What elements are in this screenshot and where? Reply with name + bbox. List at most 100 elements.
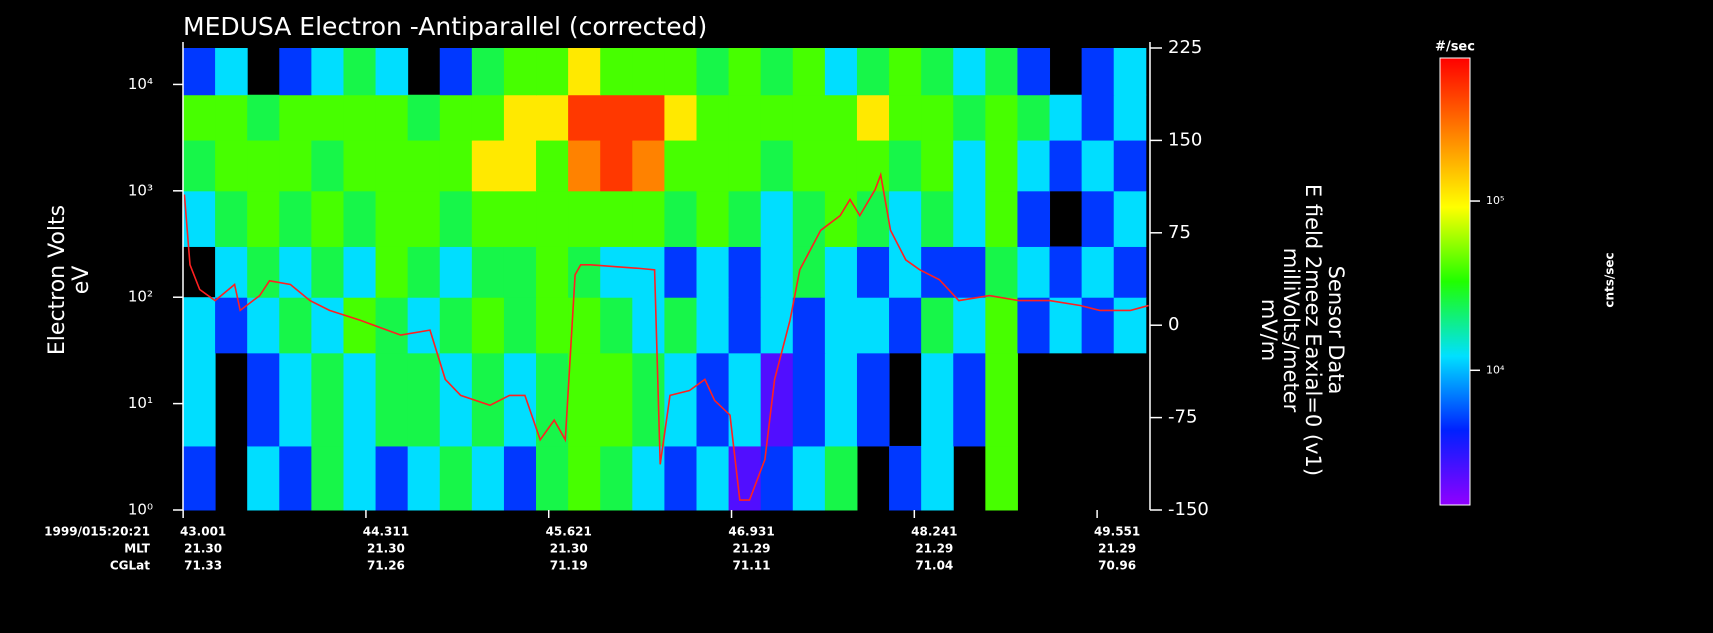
heatmap-cell (825, 297, 858, 353)
heatmap-cell (889, 246, 922, 297)
x-tick-label: 49.551 (1094, 525, 1140, 539)
heatmap-cell (504, 353, 537, 447)
x-tick-label: 46.931 (728, 525, 774, 539)
heatmap-cell (568, 140, 601, 191)
heatmap-cell (1050, 95, 1083, 141)
heatmap-cell (664, 95, 697, 141)
heatmap-cell (889, 446, 922, 511)
heatmap-cell (343, 353, 376, 447)
heatmap-cell (536, 95, 569, 141)
heatmap-cell (953, 353, 986, 447)
heatmap-cell (793, 191, 826, 247)
ephemeris-value: 71.26 (367, 559, 405, 573)
heatmap-cell (1114, 246, 1147, 297)
y2-label: milliVolts/meter (1279, 248, 1303, 413)
heatmap-cell (504, 446, 537, 511)
heatmap-cell (568, 95, 601, 141)
heatmap-cell (857, 48, 890, 95)
heatmap-cell (504, 48, 537, 95)
heatmap-cell (697, 246, 730, 297)
heatmap-cell (408, 446, 441, 511)
heatmap-cell (311, 353, 344, 447)
heatmap-cell (215, 191, 248, 247)
heatmap-cell (889, 140, 922, 191)
heatmap-cell (825, 353, 858, 447)
heatmap-cell (279, 446, 312, 511)
heatmap-cell (408, 95, 441, 141)
heatmap-cell (953, 95, 986, 141)
heatmap-cell (921, 140, 954, 191)
heatmap-cell (697, 446, 730, 511)
heatmap-cell (536, 353, 569, 447)
heatmap-cell (343, 297, 376, 353)
ephemeris-value: 21.30 (550, 542, 588, 556)
heatmap-cell (632, 48, 665, 95)
heatmap-cell (343, 191, 376, 247)
heatmap-cell (664, 446, 697, 511)
heatmap-cell (921, 353, 954, 447)
heatmap-cell (183, 297, 216, 353)
heatmap-cell (279, 140, 312, 191)
heatmap-cell (825, 246, 858, 297)
heatmap-cell (697, 353, 730, 447)
heatmap-cell (600, 246, 633, 297)
ephemeris-value: 71.11 (733, 559, 771, 573)
heatmap-cell (697, 48, 730, 95)
heatmap-cell (921, 191, 954, 247)
heatmap-cell (921, 95, 954, 141)
heatmap-cell (504, 140, 537, 191)
y-label: Electron Volts (45, 205, 70, 355)
heatmap-cell (1017, 246, 1050, 297)
heatmap-cell (632, 191, 665, 247)
heatmap-cell (857, 95, 890, 141)
heatmap-cell (183, 48, 216, 95)
heatmap-cell (600, 48, 633, 95)
colorbar-title: #/sec (1435, 40, 1475, 55)
heatmap-cell (183, 95, 216, 141)
heatmap-cell (568, 353, 601, 447)
heatmap-cell (440, 446, 473, 511)
heatmap-cell (279, 191, 312, 247)
ephemeris-value: 21.29 (1098, 542, 1136, 556)
heatmap-cell (504, 297, 537, 353)
heatmap-cell (600, 95, 633, 141)
heatmap-cell (472, 48, 505, 95)
heatmap-cell (857, 297, 890, 353)
ephemeris-value: 21.30 (367, 542, 405, 556)
y2-tick-label: 150 (1168, 129, 1202, 150)
heatmap-cell (600, 140, 633, 191)
colorbar-label: cnts/sec (1603, 252, 1617, 307)
heatmap-cell (376, 140, 409, 191)
heatmap-cell (729, 48, 762, 95)
heatmap-cell (729, 191, 762, 247)
heatmap-cell (311, 48, 344, 95)
heatmap-cell (1114, 48, 1147, 95)
heatmap-cell (311, 191, 344, 247)
x-tick-label: 44.311 (363, 525, 409, 539)
heatmap-cell (793, 48, 826, 95)
heatmap-cell (793, 95, 826, 141)
x-tick-label: 43.001 (180, 525, 226, 539)
heatmap-cell (343, 140, 376, 191)
y2-tick-label: 75 (1168, 222, 1191, 243)
heatmap-cell (632, 246, 665, 297)
heatmap-cell (664, 191, 697, 247)
y-tick-label: 10³ (128, 181, 153, 199)
y2-label: mV/m (1257, 299, 1281, 361)
heatmap-cell (985, 246, 1018, 297)
ephemeris-value: 21.29 (915, 542, 953, 556)
heatmap-cell (1082, 191, 1115, 247)
heatmap-cell (889, 48, 922, 95)
heatmap-cell (793, 140, 826, 191)
heatmap-cell (793, 353, 826, 447)
y2-tick-label: -75 (1168, 407, 1197, 428)
heatmap-cell (857, 246, 890, 297)
heatmap-cell (472, 297, 505, 353)
heatmap-cell (536, 297, 569, 353)
heatmap-cell (440, 353, 473, 447)
heatmap-cell (825, 191, 858, 247)
heatmap-cell (697, 140, 730, 191)
heatmap-cell (953, 297, 986, 353)
heatmap-cell (247, 95, 280, 141)
heatmap-cell (568, 246, 601, 297)
